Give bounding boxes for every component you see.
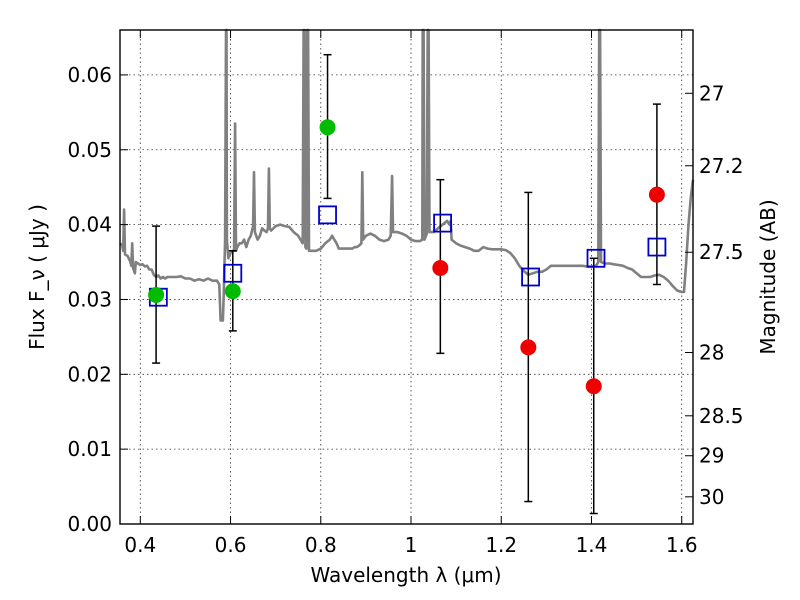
y-tick-label: 0.00 — [67, 512, 112, 536]
right-y-axis-title: Magnitude (AB) — [756, 199, 780, 354]
plot-frame — [119, 29, 694, 525]
data-markers — [148, 119, 667, 395]
x-axis-ticks: 0.4 0.6 0.8 1 1.2 1.4 1.6 — [124, 30, 698, 557]
x-tick-label: 1.4 — [576, 533, 608, 557]
y-axis-title: Flux F_ν ( μJy ) — [25, 204, 49, 350]
open-square-marker — [223, 263, 243, 283]
open-square-marker — [586, 248, 606, 268]
right-y-tick-label: 28.5 — [699, 404, 744, 428]
y-tick-label: 0.03 — [67, 287, 112, 311]
model-spectrum — [119, 28, 695, 322]
open-square-marker — [433, 213, 452, 233]
x-tick-label: 0.8 — [305, 533, 337, 557]
y-tick-label: 0.01 — [67, 437, 112, 461]
y-tick-label: 0.05 — [67, 138, 112, 162]
y-tick-label: 0.04 — [67, 213, 112, 237]
filled-circle-marker — [585, 378, 602, 395]
x-tick-label: 1 — [405, 533, 418, 557]
grid-lines — [120, 30, 693, 524]
y-tick-label: 0.02 — [67, 362, 112, 386]
right-y-tick-label: 28 — [699, 341, 724, 365]
x-tick-label: 1.6 — [666, 533, 698, 557]
open-square-marker — [647, 237, 667, 257]
right-y-tick-label: 27 — [699, 81, 724, 105]
right-y-tick-label: 29 — [699, 444, 724, 468]
filled-circle-marker — [224, 283, 241, 300]
filled-circle-marker — [432, 260, 449, 277]
open-square-marker — [521, 267, 540, 287]
x-axis-title: Wavelength λ (μm) — [310, 563, 501, 587]
filled-circle-marker — [319, 119, 336, 136]
filled-circle-marker — [648, 186, 665, 203]
model-spectrum-line — [119, 28, 695, 322]
open-square-marker — [318, 205, 337, 225]
right-y-tick-label: 27.2 — [699, 154, 744, 178]
y-axis-ticks: 0.00 0.01 0.02 0.03 0.04 0.05 0.06 — [67, 63, 128, 536]
right-y-tick-label: 30 — [699, 485, 724, 509]
x-tick-label: 0.4 — [124, 533, 156, 557]
y-tick-label: 0.06 — [67, 63, 112, 87]
error-bars — [152, 53, 661, 515]
x-tick-label: 0.6 — [215, 533, 247, 557]
x-tick-label: 1.2 — [485, 533, 517, 557]
filled-circle-marker — [148, 286, 165, 303]
right-y-tick-label: 27.5 — [699, 240, 744, 264]
right-y-axis-ticks: 27 27.2 27.5 28 28.5 29 30 — [685, 81, 744, 509]
filled-circle-marker — [520, 339, 537, 356]
